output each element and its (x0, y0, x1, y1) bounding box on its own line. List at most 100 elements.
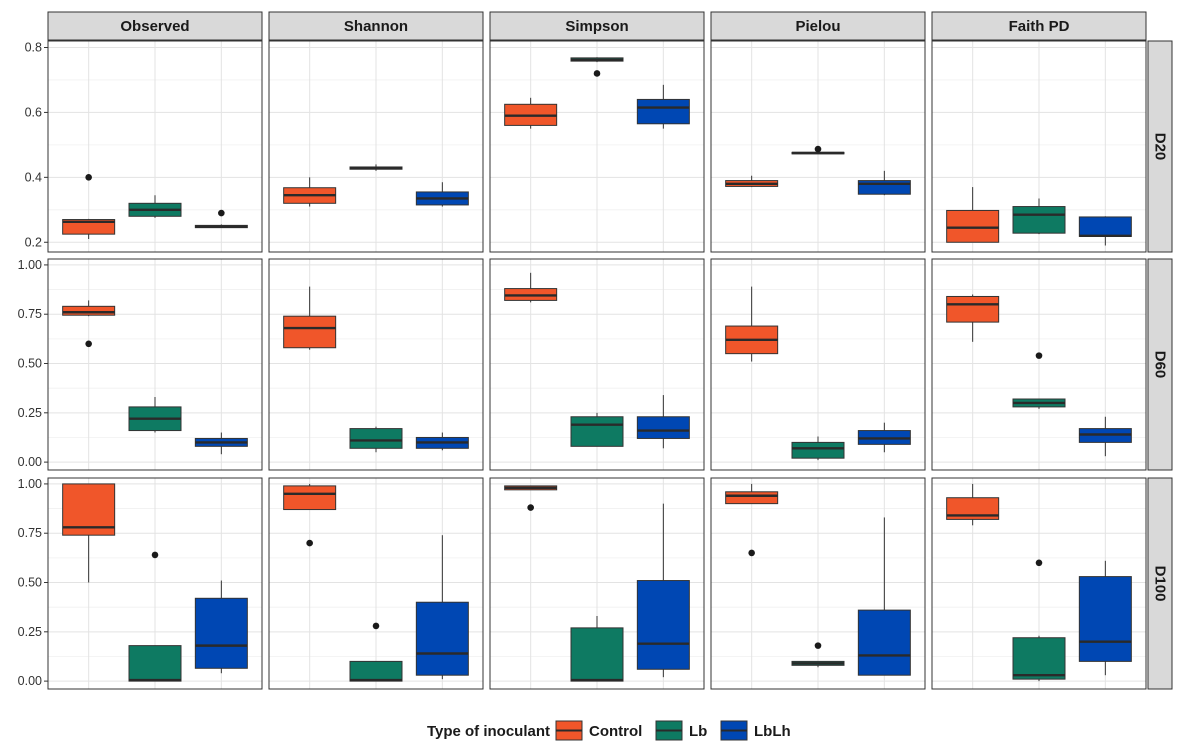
box-Control (946, 294, 1000, 342)
box-iqr (636, 98, 690, 125)
panel-border (47, 40, 263, 253)
box-LbLh (857, 517, 911, 676)
box-Control (504, 97, 558, 129)
box-iqr (946, 295, 1000, 323)
box-Control (946, 187, 1000, 243)
box-Lb (1012, 352, 1066, 409)
box-Lb (791, 642, 845, 668)
facet-strip-4 (931, 11, 1147, 41)
facet-strip-label: Observed (120, 18, 189, 35)
panel-border (931, 477, 1147, 690)
y-tick-label: 0.75 (18, 307, 42, 321)
box-iqr (283, 315, 337, 349)
panel-D100-0 (47, 477, 263, 690)
y-tick-label: 0.25 (18, 406, 42, 420)
box-iqr (1012, 206, 1066, 234)
box-Lb (349, 164, 403, 171)
box-LbLh (415, 535, 469, 680)
panel-D20-0 (47, 40, 263, 253)
outlier-point (748, 549, 755, 557)
box-iqr (570, 416, 624, 447)
box-Lb (791, 436, 845, 461)
panel-D60-1 (268, 258, 484, 471)
box-iqr (857, 609, 911, 676)
box-Lb (128, 551, 182, 682)
box-iqr (946, 497, 1000, 520)
row-strip-label: D60 (1152, 351, 1169, 379)
box-iqr (1078, 576, 1132, 662)
box-Lb (349, 622, 403, 682)
y-tick-label: 1.00 (18, 477, 42, 491)
box-Control (946, 483, 1000, 526)
box-iqr (570, 627, 624, 682)
panel-border (489, 40, 705, 253)
box-LbLh (1078, 416, 1132, 457)
box-Control (504, 272, 558, 303)
box-LbLh (857, 422, 911, 453)
box-iqr (857, 180, 911, 195)
legend-label: Control (589, 723, 642, 740)
panel-D60-2 (489, 258, 705, 471)
panel-border (268, 258, 484, 471)
box-LbLh (194, 580, 248, 674)
panel-D20-2 (489, 40, 705, 253)
legend-title: Type of inoculant (427, 723, 550, 740)
box-iqr (946, 209, 1000, 243)
box-iqr (415, 601, 469, 676)
box-Lb (128, 397, 182, 433)
y-tick-label: 0.2 (25, 235, 42, 249)
box-Lb (570, 616, 624, 682)
box-Control (725, 286, 779, 362)
box-Control (62, 300, 116, 348)
y-tick-label: 0.00 (18, 674, 42, 688)
box-LbLh (636, 395, 690, 449)
box-iqr (349, 428, 403, 449)
panel-D20-3 (710, 40, 926, 253)
box-iqr (725, 491, 779, 505)
y-tick-label: 0.75 (18, 526, 42, 540)
outlier-point (593, 70, 601, 77)
facet-strip-3 (710, 11, 926, 41)
box-iqr (1012, 637, 1066, 680)
row-strip-2 (1147, 477, 1173, 690)
y-tick-label: 1.00 (18, 258, 42, 272)
panel-border (931, 40, 1147, 253)
box-iqr (62, 219, 116, 235)
outlier-point (527, 504, 534, 511)
box-LbLh (1078, 216, 1132, 246)
outlier-point (814, 145, 822, 153)
box-Control (62, 483, 116, 583)
box-iqr (349, 660, 403, 682)
box-LbLh (415, 182, 469, 207)
legend-label: Lb (689, 723, 707, 740)
box-Control (283, 286, 337, 350)
y-tick-label: 0.25 (18, 625, 42, 639)
box-LbLh (857, 170, 911, 196)
outlier-point (151, 551, 159, 559)
box-Control (725, 483, 779, 557)
y-tick-label: 0.50 (18, 357, 42, 371)
box-iqr (194, 597, 248, 669)
panel-D20-1 (268, 40, 484, 253)
panel-D100-3 (710, 477, 926, 690)
box-Lb (349, 426, 403, 453)
outlier-point (85, 174, 92, 181)
box-iqr (283, 485, 337, 511)
panel-border (268, 477, 484, 690)
panel-border (489, 258, 705, 471)
facet-strip-label: Simpson (565, 18, 628, 35)
panel-D60-0 (47, 258, 263, 471)
panel-D100-2 (489, 477, 705, 690)
y-tick-label: 0.50 (18, 576, 42, 590)
facet-strip-label: Shannon (344, 18, 408, 35)
box-iqr (1078, 216, 1132, 237)
box-LbLh (636, 503, 690, 678)
box-Lb (791, 145, 845, 155)
panel-D60-4 (931, 258, 1147, 471)
row-strip-label: D100 (1152, 566, 1169, 602)
y-tick-label: 0.6 (25, 105, 42, 119)
box-LbLh (636, 84, 690, 129)
box-Control (283, 483, 337, 547)
panel-D100-4 (931, 477, 1147, 690)
outlier-point (372, 622, 380, 630)
